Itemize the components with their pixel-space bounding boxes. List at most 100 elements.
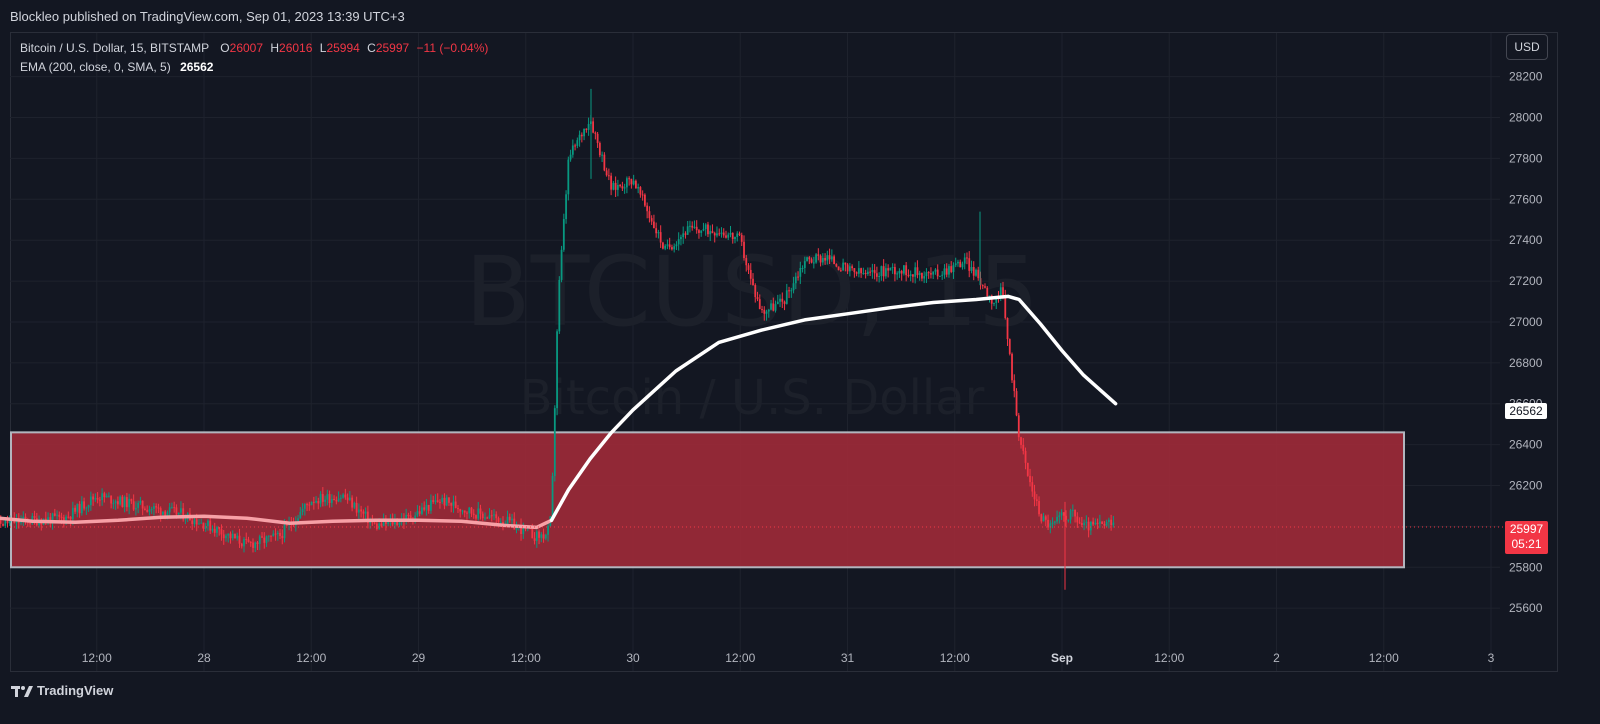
candle-body: [1006, 318, 1009, 340]
candle-body: [229, 533, 232, 539]
candle-body: [258, 536, 261, 544]
candle-body: [225, 535, 227, 539]
candle-body: [434, 500, 437, 502]
candle-body: [164, 511, 167, 516]
candle-body: [308, 504, 311, 506]
ema-value: 26562: [180, 60, 214, 74]
ema-legend-row[interactable]: EMA (200, close, 0, SMA, 5) 26562: [20, 58, 488, 77]
candle-body: [441, 497, 444, 502]
candle-body: [959, 261, 962, 268]
candle-body: [842, 262, 845, 271]
candle-body: [540, 534, 543, 538]
candle-body: [267, 535, 270, 537]
candle-body: [1112, 522, 1115, 526]
candle-body: [123, 497, 126, 507]
candle-body: [848, 266, 851, 272]
candle-body: [218, 527, 221, 530]
candle-body: [569, 154, 572, 160]
candle-body: [330, 498, 333, 503]
candle-body: [634, 180, 637, 189]
candle-body: [794, 276, 797, 284]
candle-body: [1004, 295, 1007, 319]
candle-body: [373, 522, 376, 524]
candle-body: [103, 493, 106, 498]
tradingview-logo[interactable]: TradingView: [11, 683, 113, 698]
candle-body: [321, 494, 324, 502]
candle-body: [83, 501, 85, 509]
candle-body: [24, 516, 27, 520]
candle-body: [1038, 501, 1040, 515]
candle-body: [605, 170, 608, 176]
time-tick-label: 12:00: [1154, 651, 1184, 665]
candle-body: [53, 513, 56, 516]
chart-frame[interactable]: [10, 32, 1558, 672]
candle-body: [171, 507, 173, 509]
currency-button[interactable]: USD: [1506, 34, 1548, 60]
candle-body: [869, 271, 872, 273]
high-value: 26016: [279, 41, 313, 55]
candle-body: [925, 272, 928, 277]
candle-body: [871, 270, 874, 272]
candle-body: [774, 304, 777, 311]
candle-body: [173, 507, 176, 509]
candle-body: [499, 522, 502, 524]
candle-body: [601, 154, 604, 156]
candle-body: [835, 264, 838, 267]
candle-body: [576, 140, 579, 146]
candle-body: [1024, 450, 1027, 463]
candle-body: [562, 219, 565, 250]
candle-body: [639, 187, 642, 195]
candle-body: [180, 508, 182, 513]
candle-body: [1065, 515, 1067, 520]
candle-body: [339, 497, 342, 499]
candle-body: [749, 269, 752, 279]
candle-body: [472, 513, 475, 516]
candle-body: [596, 133, 599, 143]
candle-body: [887, 268, 890, 271]
candle-body: [506, 516, 509, 524]
candle-body: [819, 255, 822, 263]
candle-body: [60, 516, 63, 518]
candle-body: [792, 283, 795, 291]
candle-body: [272, 533, 275, 537]
candle-body: [738, 233, 741, 235]
candle-body: [110, 495, 113, 504]
candle-body: [846, 264, 849, 272]
candle-body: [22, 516, 25, 521]
candle-body: [281, 535, 284, 539]
candle-body: [862, 272, 865, 274]
candle-body: [1085, 521, 1088, 523]
candle-body: [806, 257, 808, 262]
candle-body: [923, 276, 926, 279]
price-tick-label: 27600: [1509, 192, 1543, 206]
candle-body: [254, 542, 257, 548]
candle-body: [204, 525, 207, 529]
candle-body: [551, 475, 554, 517]
candle-body: [648, 211, 651, 219]
bar-countdown: 05:21: [1511, 537, 1542, 551]
candle-body: [497, 518, 500, 523]
candle-body: [598, 142, 601, 156]
time-tick-label: 12:00: [511, 651, 541, 665]
close-value: 25997: [375, 41, 410, 55]
candle-body: [236, 535, 239, 539]
candle-body: [776, 301, 779, 305]
candle-body: [866, 271, 869, 275]
candle-body: [427, 504, 430, 511]
candle-body: [565, 194, 567, 220]
candle-body: [47, 517, 49, 522]
candle-body: [252, 542, 254, 548]
candle-body: [177, 512, 180, 515]
candle-body: [725, 235, 727, 238]
candle-body: [686, 226, 689, 235]
candle-body: [193, 519, 196, 524]
candle-body: [1013, 380, 1016, 392]
candle-body: [486, 517, 489, 519]
candle-body: [94, 498, 97, 500]
candle-body: [348, 497, 351, 501]
candle-body: [261, 536, 263, 538]
candle-body: [405, 514, 408, 523]
candle-body: [853, 268, 856, 273]
candle-body: [76, 503, 79, 512]
